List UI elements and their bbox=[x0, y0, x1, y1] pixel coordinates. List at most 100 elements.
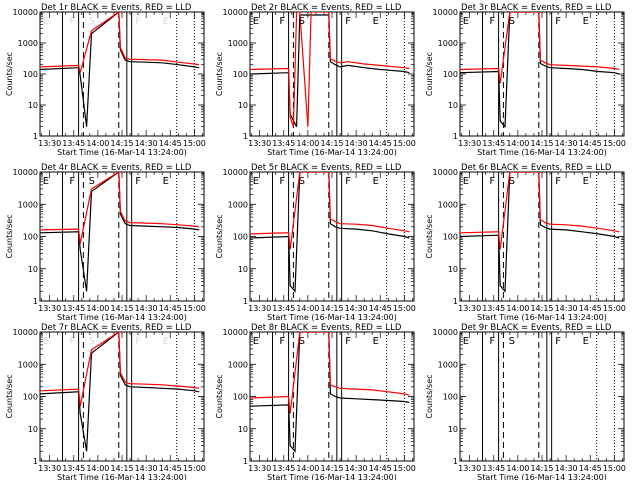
series-line-events bbox=[250, 172, 410, 293]
y-tick-label: 1000 bbox=[18, 360, 38, 369]
region-label: E bbox=[583, 16, 589, 27]
x-tick-label: 15:00 bbox=[603, 464, 626, 473]
x-tick-label: 13:30 bbox=[38, 139, 61, 148]
series-line-lld bbox=[40, 332, 200, 407]
plot-frame bbox=[249, 11, 415, 137]
region-label: F bbox=[69, 176, 75, 187]
y-tick-label: 1000 bbox=[438, 200, 458, 209]
y-tick-label: 1 bbox=[453, 132, 458, 141]
x-tick-label: 13:45 bbox=[482, 139, 505, 148]
x-tick-label: 14:00 bbox=[296, 464, 319, 473]
x-tick-label: 14:00 bbox=[86, 304, 109, 313]
plot-frame bbox=[39, 11, 205, 137]
y-tick-label: 100 bbox=[23, 393, 38, 402]
x-tick-label: 14:15 bbox=[110, 139, 133, 148]
panel-title: Det 4r BLACK = Events, RED = LLD bbox=[41, 163, 192, 173]
series-group bbox=[250, 12, 410, 127]
x-tick-label: 14:15 bbox=[320, 464, 343, 473]
y-tick-label: 10 bbox=[448, 265, 458, 274]
y-axis-label: Counts/sec bbox=[215, 52, 224, 96]
region-label: S bbox=[509, 16, 515, 27]
y-tick-label: 1 bbox=[453, 297, 458, 306]
region-label: E bbox=[253, 16, 259, 27]
y-tick-label: 100 bbox=[443, 70, 458, 79]
x-tick-label: 13:30 bbox=[248, 464, 271, 473]
region-label: E bbox=[253, 176, 259, 187]
y-tick-label: 10 bbox=[28, 101, 38, 110]
x-axis-label: Start Time (16-Mar-14 13:24:00) bbox=[57, 313, 187, 322]
x-axis-label: Start Time (16-Mar-14 13:24:00) bbox=[57, 473, 187, 480]
x-tick-label: 13:45 bbox=[272, 139, 295, 148]
region-label: F bbox=[135, 336, 141, 347]
series-line-events bbox=[250, 14, 410, 127]
region-label: F bbox=[489, 176, 495, 187]
x-tick-label: 14:00 bbox=[296, 139, 319, 148]
region-label: F bbox=[345, 16, 351, 27]
region-label: F bbox=[555, 16, 561, 27]
y-tick-label: 1000 bbox=[228, 200, 248, 209]
series-group bbox=[40, 332, 200, 452]
x-tick-label: 13:45 bbox=[272, 304, 295, 313]
region-label: F bbox=[69, 336, 75, 347]
panel-9: Det 9r BLACK = Events, RED = LLD 1 10 100 10… bbox=[425, 323, 626, 480]
y-axis-label: Counts/sec bbox=[5, 52, 14, 96]
series-line-lld bbox=[250, 332, 410, 414]
region-label: S bbox=[89, 336, 95, 347]
y-tick-label: 1 bbox=[243, 457, 248, 466]
x-tick-label: 13:30 bbox=[38, 464, 61, 473]
x-tick-label: 14:30 bbox=[345, 464, 368, 473]
y-tick-label: 10000 bbox=[13, 8, 38, 17]
x-tick-label: 14:00 bbox=[506, 139, 529, 148]
y-tick-label: 10 bbox=[238, 101, 248, 110]
x-axis-label: Start Time (16-Mar-14 13:24:00) bbox=[267, 313, 397, 322]
series-line-events bbox=[40, 332, 200, 452]
x-tick-label: 14:15 bbox=[530, 304, 553, 313]
region-label: S bbox=[509, 176, 515, 187]
panel-title: Det 2r BLACK = Events, RED = LLD bbox=[251, 3, 402, 13]
y-tick-label: 10 bbox=[238, 425, 248, 434]
x-tick-label: 14:15 bbox=[110, 464, 133, 473]
region-label: F bbox=[69, 16, 75, 27]
panel-title: Det 8r BLACK = Events, RED = LLD bbox=[251, 323, 402, 333]
series-line-events bbox=[460, 12, 620, 129]
series-line-events bbox=[40, 172, 200, 292]
y-tick-label: 1000 bbox=[228, 39, 248, 48]
series-group bbox=[460, 12, 620, 129]
x-tick-label: 14:45 bbox=[159, 304, 182, 313]
series-line-lld bbox=[460, 172, 620, 250]
panel-title: Det 1r BLACK = Events, RED = LLD bbox=[41, 3, 192, 13]
region-label: F bbox=[135, 176, 141, 187]
region-label: S bbox=[299, 176, 305, 187]
panel-title: Det 7r BLACK = Events, RED = LLD bbox=[41, 323, 192, 333]
x-tick-label: 13:30 bbox=[38, 304, 61, 313]
region-label: F bbox=[279, 176, 285, 187]
y-axis-label: Counts/sec bbox=[425, 374, 434, 418]
x-tick-label: 14:30 bbox=[555, 464, 578, 473]
x-tick-label: 13:45 bbox=[62, 139, 85, 148]
region-label: S bbox=[89, 16, 95, 27]
region-label: E bbox=[583, 176, 589, 187]
panel-7: Det 7r BLACK = Events, RED = LLD 1 10 100 10… bbox=[5, 323, 206, 480]
panel-3: Det 3r BLACK = Events, RED = LLD 1 10 100 10… bbox=[425, 3, 626, 157]
region-label: E bbox=[373, 176, 379, 187]
y-tick-label: 1000 bbox=[438, 360, 458, 369]
panel-5: Det 5r BLACK = Events, RED = LLD 1 10 100 10… bbox=[215, 163, 416, 322]
y-tick-label: 10000 bbox=[433, 328, 458, 337]
x-tick-label: 15:00 bbox=[603, 304, 626, 313]
y-tick-label: 1 bbox=[33, 132, 38, 141]
region-label: F bbox=[279, 336, 285, 347]
plot-frame bbox=[459, 11, 625, 137]
x-tick-label: 15:00 bbox=[393, 139, 416, 148]
x-tick-label: 13:45 bbox=[272, 464, 295, 473]
region-label: E bbox=[43, 176, 49, 187]
x-tick-label: 14:15 bbox=[530, 139, 553, 148]
panel-title: Det 5r BLACK = Events, RED = LLD bbox=[251, 163, 402, 173]
panel-title: Det 9r BLACK = Events, RED = LLD bbox=[461, 323, 612, 333]
x-tick-label: 14:00 bbox=[86, 464, 109, 473]
x-tick-label: 14:15 bbox=[530, 464, 553, 473]
x-tick-label: 13:30 bbox=[458, 139, 481, 148]
series-group bbox=[40, 12, 200, 127]
region-label: S bbox=[299, 16, 305, 27]
x-tick-label: 15:00 bbox=[603, 139, 626, 148]
y-tick-label: 100 bbox=[23, 70, 38, 79]
